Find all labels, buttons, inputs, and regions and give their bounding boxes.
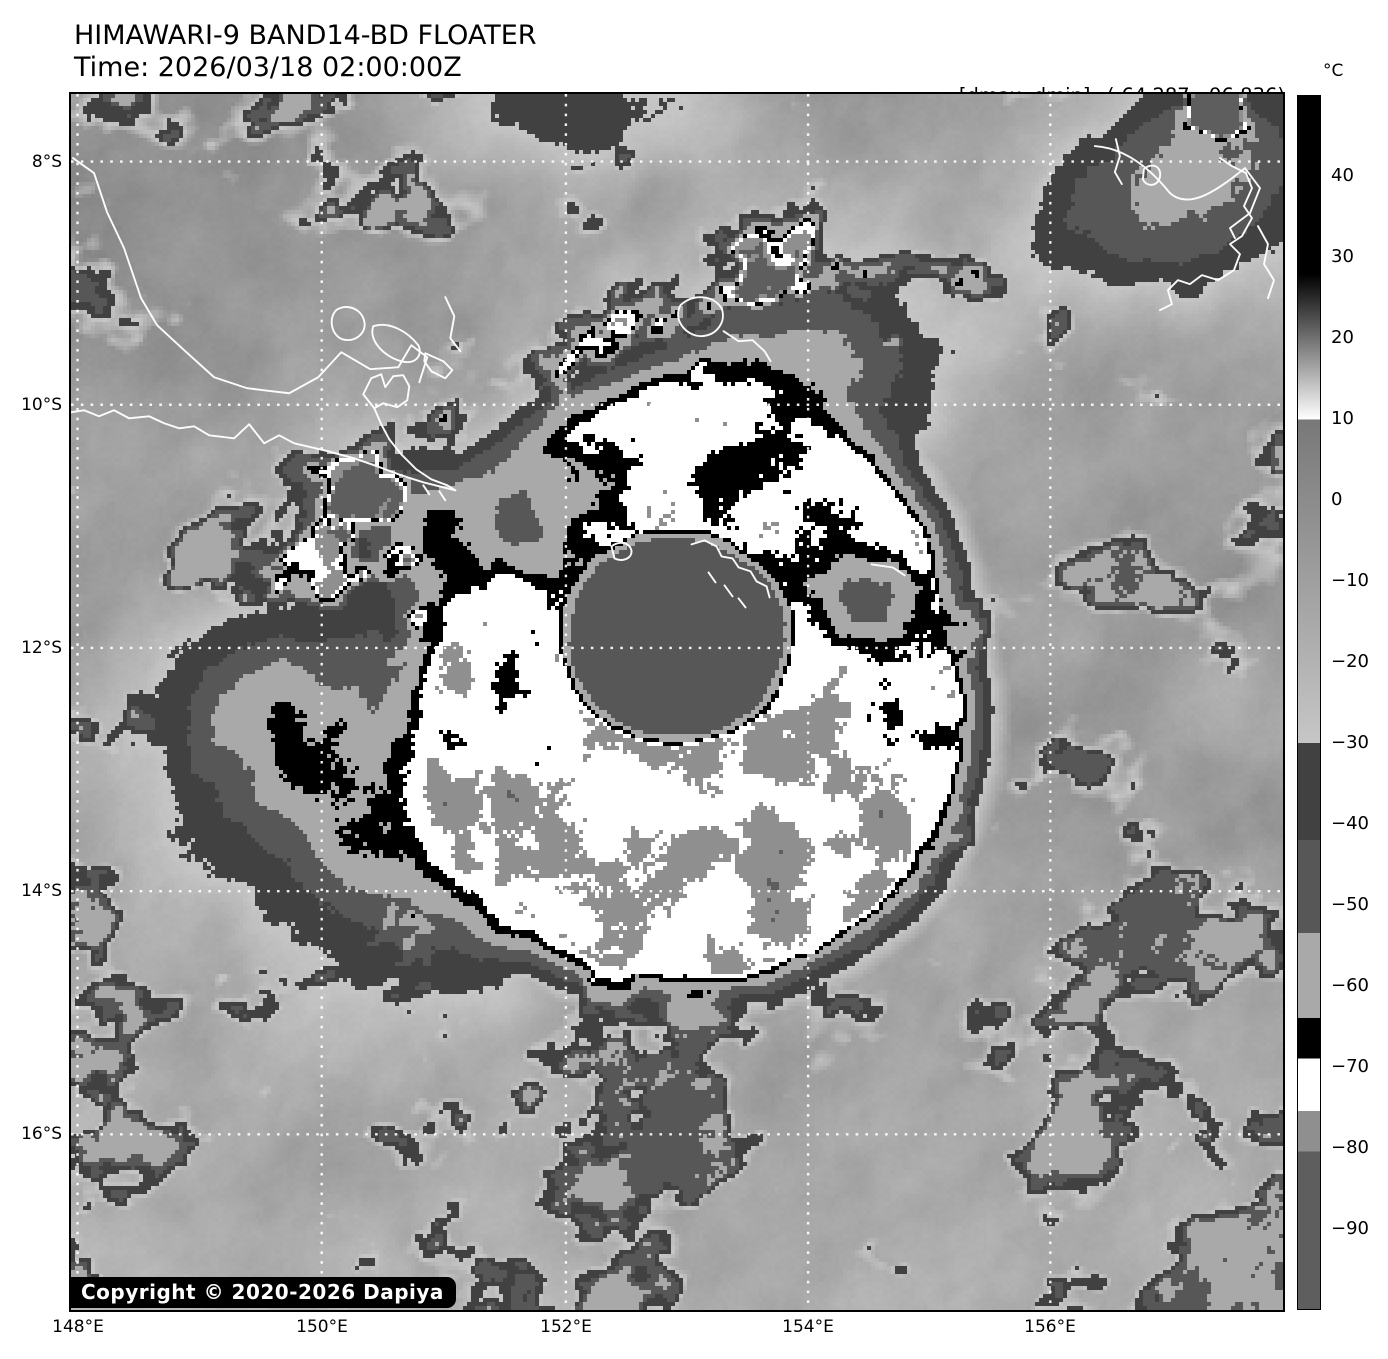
coastline-path: [71, 409, 457, 492]
lat-tick-label: 10°S: [21, 395, 62, 415]
lon-tick-label: 150°E: [296, 1317, 348, 1337]
coastline-path: [677, 296, 724, 338]
colorbar-tick-label: 0: [1331, 489, 1343, 510]
coastline-path: [1141, 164, 1162, 186]
colorbar-tick-label: −70: [1331, 1056, 1369, 1077]
colorbar-tick-label: −40: [1331, 813, 1369, 834]
lon-tick-label: 148°E: [52, 1317, 104, 1337]
page-title: HIMAWARI-9 BAND14-BD FLOATER: [74, 20, 537, 51]
colorbar-tick-label: −60: [1331, 975, 1369, 996]
lat-tick-label: 14°S: [21, 881, 62, 901]
coastlines: [71, 138, 1275, 609]
coastline-path: [707, 571, 747, 609]
colorbar-tick-label: −90: [1331, 1218, 1369, 1239]
coastline-path: [610, 541, 633, 561]
colorbar-tick-label: −20: [1331, 651, 1369, 672]
colorbar-tick-label: −80: [1331, 1137, 1369, 1158]
lon-tick-label: 154°E: [782, 1317, 834, 1337]
colorbar-unit: °C: [1323, 61, 1344, 81]
colorbar: [1297, 95, 1321, 1310]
lat-tick-label: 16°S: [21, 1124, 62, 1144]
coastline-path: [722, 330, 772, 363]
coastline-path: [444, 296, 462, 353]
coastline-path: [371, 324, 421, 364]
coastline-path: [1113, 138, 1123, 186]
satellite-image-canvas: [71, 94, 1283, 1310]
coastline-path: [690, 539, 771, 599]
map-overlay: [71, 94, 1283, 1310]
lon-tick-label: 156°E: [1024, 1317, 1076, 1337]
colorbar-tick-label: −30: [1331, 732, 1369, 753]
colorbar-tick-label: −10: [1331, 570, 1369, 591]
coastline-path: [373, 407, 457, 492]
colorbar-tick-label: 40: [1331, 165, 1354, 186]
coastline-path: [1093, 145, 1261, 240]
gridline-path: [71, 94, 1283, 1310]
coastline-path: [1257, 225, 1275, 300]
lon-tick-label: 152°E: [540, 1317, 592, 1337]
gridlines: [71, 94, 1283, 1310]
coastline-path: [72, 157, 429, 395]
coastline-path: [330, 306, 366, 342]
colorbar-tick-label: 20: [1331, 327, 1354, 348]
colorbar-tick-label: −50: [1331, 894, 1369, 915]
coastline-path: [1158, 157, 1253, 312]
coastline-path: [422, 484, 447, 502]
coastline-path: [423, 352, 454, 380]
lat-tick-label: 8°S: [31, 152, 62, 172]
coastline-path: [870, 563, 906, 577]
time-label: Time: 2026/03/18 02:00:00Z: [74, 52, 462, 83]
copyright-badge: Copyright © 2020-2026 Dapiya: [71, 1277, 456, 1308]
coastline-path: [362, 373, 411, 410]
colorbar-tick-label: 30: [1331, 246, 1354, 267]
colorbar-tick-label: 10: [1331, 408, 1354, 429]
satellite-map: Copyright © 2020-2026 Dapiya: [69, 92, 1285, 1312]
lat-tick-label: 12°S: [21, 638, 62, 658]
